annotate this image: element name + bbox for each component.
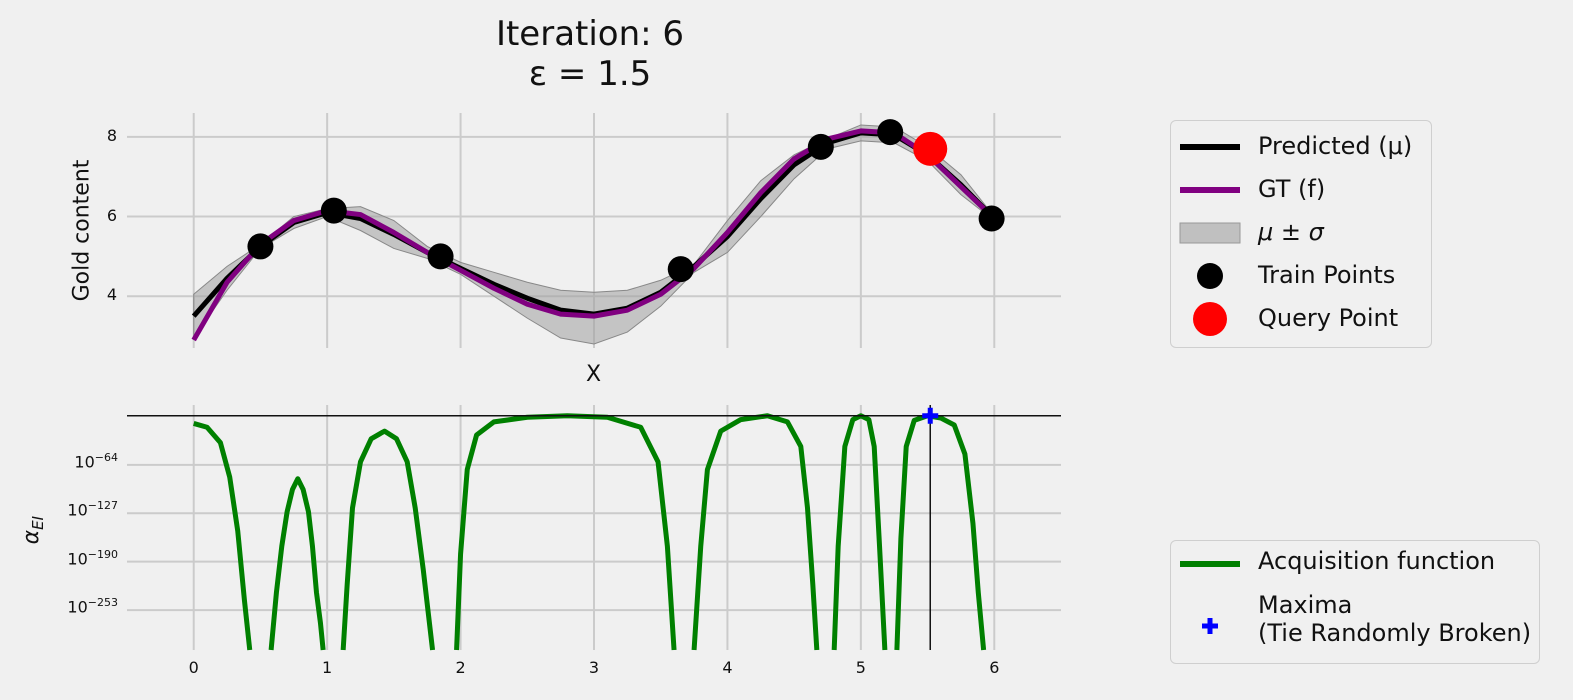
top-legend-label: Query Point <box>1258 304 1399 332</box>
maxima-marker <box>922 407 939 424</box>
chart-title: Iteration: 6 ε = 1.5 <box>390 14 790 94</box>
bottom-xtick-label: 3 <box>588 658 600 677</box>
acquisition-curve <box>454 413 677 651</box>
top-legend-label: GT (f) <box>1258 175 1326 203</box>
top-legend-label: μ ± σ <box>1258 218 1324 246</box>
top-ytick-label: 8 <box>106 125 117 145</box>
train-point <box>247 233 274 260</box>
bottom-legend <box>1170 540 1540 664</box>
query-point <box>913 131 948 166</box>
top-ytick-label: 4 <box>106 285 117 305</box>
acquisition-curve <box>340 428 436 651</box>
bottom-ytick-label: 10−127 <box>67 499 118 520</box>
bottom-xtick-label: 1 <box>322 658 333 677</box>
top-legend-symbol-1 <box>1180 187 1240 193</box>
train-point <box>667 256 694 283</box>
acquisition-curve <box>894 413 987 651</box>
bottom-xtick-label: 0 <box>188 658 199 677</box>
top-legend-symbol-3 <box>1197 263 1223 289</box>
top-legend-symbol-0 <box>1180 144 1240 150</box>
bottom-ytick-label: 10−64 <box>74 450 118 472</box>
bottom-legend-symbol-1 <box>1202 618 1218 634</box>
top-legend-label: Train Points <box>1258 261 1396 289</box>
bottom-legend-symbol-0 <box>1180 561 1240 567</box>
train-point <box>320 197 347 224</box>
acquisition-curve <box>193 421 253 651</box>
bottom-ytick-label: 10−190 <box>67 547 118 568</box>
top-xlabel: X <box>586 362 602 387</box>
top-legend-symbol-4 <box>1193 302 1227 336</box>
acquisition-curve <box>691 413 820 651</box>
train-point <box>807 133 834 160</box>
train-point <box>978 205 1005 232</box>
bottom-xtick-label: 4 <box>722 658 733 677</box>
acquisition-curve <box>831 413 888 651</box>
top-legend-symbol-2 <box>1179 222 1241 244</box>
title-line-2: ε = 1.5 <box>528 54 652 94</box>
bottom-xtick-label: 6 <box>989 658 1000 677</box>
train-point <box>877 119 904 146</box>
bottom-xtick-label: 5 <box>855 658 866 677</box>
title-line-1: Iteration: 6 <box>495 14 685 54</box>
top-legend-label: Predicted (μ) <box>1258 132 1413 160</box>
bottom-legend-label: Maxima (Tie Randomly Broken) <box>1258 591 1532 647</box>
bottom-ytick-label: 10−253 <box>67 596 118 617</box>
bottom-xtick-label: 2 <box>455 658 466 677</box>
top-ytick-label: 6 <box>106 205 117 225</box>
train-point <box>427 243 454 270</box>
acquisition-curve <box>268 476 326 651</box>
bottom-legend-label: Acquisition function <box>1258 547 1496 575</box>
